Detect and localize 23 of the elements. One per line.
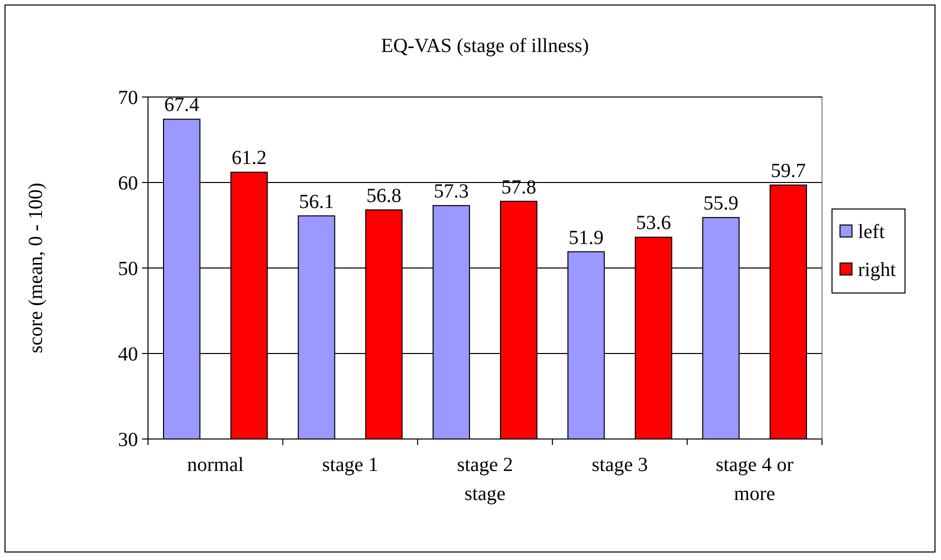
- data-label: 67.4: [164, 94, 200, 116]
- data-label: 55.9: [703, 192, 738, 215]
- data-label: 51.9: [568, 226, 604, 249]
- x-tick-label: stage 2 stage: [456, 454, 514, 505]
- x-tick-label: stage 1: [322, 454, 378, 476]
- x-tick-label: stage 4 or more: [716, 454, 794, 505]
- data-label: 59.7: [770, 160, 806, 182]
- y-tick-label: 70: [118, 87, 138, 109]
- y-tick-label: 30: [118, 429, 138, 451]
- data-label: 53.6: [636, 212, 671, 234]
- y-tick-label: 40: [118, 344, 138, 366]
- y-tick-label: 60: [118, 172, 138, 194]
- legend-label: left: [858, 221, 886, 243]
- data-label: 56.1: [299, 190, 334, 213]
- data-label: 57.3: [434, 180, 469, 203]
- x-tick-label: normal: [187, 454, 244, 476]
- data-label: 56.8: [366, 184, 402, 207]
- x-tick-label: stage 3: [592, 454, 648, 476]
- data-label: 61.2: [232, 147, 267, 170]
- chart-title: EQ-VAS (stage of illness): [381, 35, 589, 57]
- y-tick-label: 50: [118, 258, 138, 280]
- legend-label: right: [858, 259, 896, 281]
- y-axis-title: score (mean, 0 - 100): [25, 182, 47, 354]
